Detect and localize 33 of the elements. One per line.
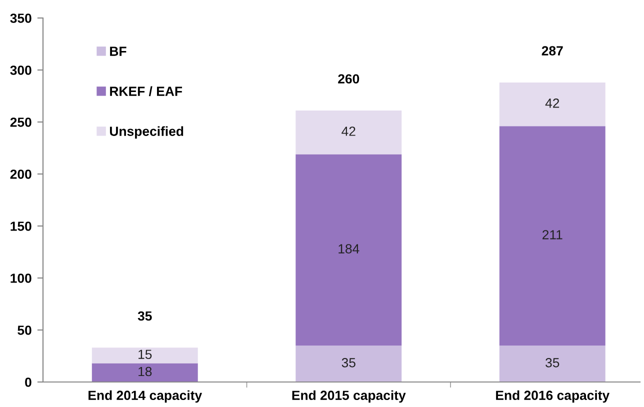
- legend-label: BF: [110, 46, 126, 56]
- data-label: 35: [546, 358, 560, 368]
- y-tick-label: 200: [10, 170, 32, 179]
- total-label: 35: [138, 311, 152, 321]
- total-label: 260: [338, 74, 360, 84]
- x-tick-label: End 2014 capacity: [88, 390, 202, 403]
- bar: [296, 110, 402, 154]
- data-label: 42: [545, 98, 560, 108]
- data-label: 18: [138, 366, 152, 376]
- total-label: 287: [542, 46, 563, 56]
- data-label: 15: [138, 350, 152, 360]
- data-label: 184: [338, 244, 360, 254]
- y-tick-label: 150: [10, 222, 32, 231]
- bar: [499, 126, 606, 346]
- bar: [296, 154, 402, 346]
- bar: [92, 363, 198, 382]
- x-tick-label: End 2015 capacity: [292, 390, 406, 403]
- y-tick-label: 300: [10, 66, 32, 75]
- y-tick-label: 250: [10, 118, 32, 127]
- legend-label: Unspecified: [110, 126, 184, 139]
- data-label: 42: [342, 126, 356, 136]
- y-tick-label: 100: [10, 274, 32, 283]
- bar: [499, 82, 606, 126]
- y-tick-label: 50: [18, 326, 32, 335]
- legend-label: RKEF / EAF: [110, 86, 182, 96]
- bar: [296, 346, 402, 382]
- bar: [92, 348, 198, 364]
- bar: [499, 346, 606, 382]
- y-tick-label: 0: [25, 378, 32, 387]
- data-label: 35: [342, 358, 356, 368]
- data-label: 211: [542, 230, 562, 240]
- x-tick-label: End 2016 capacity: [496, 390, 610, 403]
- y-tick-label: 350: [10, 14, 32, 23]
